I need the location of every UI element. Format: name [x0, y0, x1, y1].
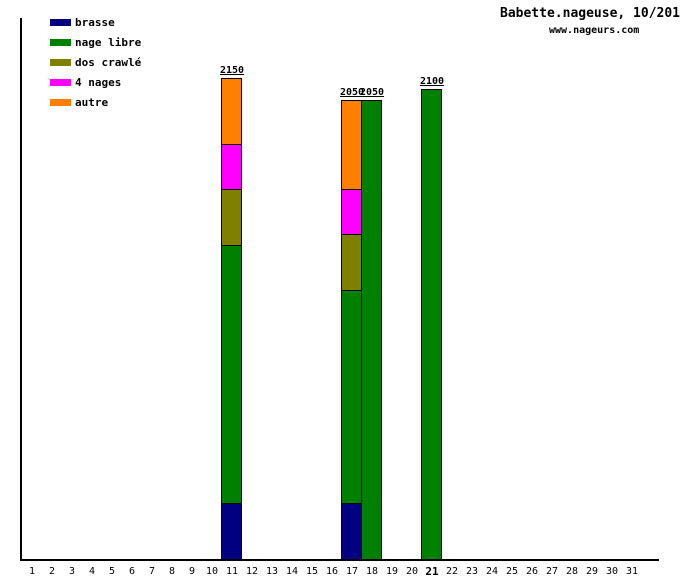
x-tick-18: 18 [365, 566, 379, 577]
x-tick-9: 9 [188, 566, 196, 577]
legend-label: 4 nages [75, 76, 122, 89]
legend-swatch-autre [50, 99, 71, 106]
x-tick-5: 5 [108, 566, 116, 577]
bar-total-label-day-21: 2100 [419, 76, 445, 87]
x-tick-11: 11 [225, 566, 239, 577]
x-tick-31: 31 [625, 566, 639, 577]
site-url: www.nageurs.com [549, 25, 640, 36]
bar-segment-nage-libre [361, 100, 382, 560]
legend-label: brasse [75, 16, 115, 29]
bar-segment-4-nages [221, 145, 242, 190]
x-tick-1: 1 [28, 566, 36, 577]
bar-day-18 [361, 100, 382, 560]
legend-item-autre: autre [50, 97, 108, 108]
x-tick-26: 26 [525, 566, 539, 577]
x-tick-12: 12 [245, 566, 259, 577]
legend-item-brasse: brasse [50, 17, 115, 28]
x-tick-7: 7 [148, 566, 156, 577]
x-tick-22: 22 [445, 566, 459, 577]
x-tick-10: 10 [205, 566, 219, 577]
legend-swatch-nage-libre [50, 39, 71, 46]
bar-segment-autre [341, 100, 362, 190]
x-tick-23: 23 [465, 566, 479, 577]
x-tick-4: 4 [88, 566, 96, 577]
x-tick-8: 8 [168, 566, 176, 577]
x-tick-2: 2 [48, 566, 56, 577]
bar-day-11 [221, 78, 242, 560]
bar-total-label-day-18: 2050 [359, 87, 385, 98]
bar-total-label-day-17: 2050 [339, 87, 365, 98]
x-tick-6: 6 [128, 566, 136, 577]
x-tick-16: 16 [325, 566, 339, 577]
bar-day-21 [421, 89, 442, 560]
legend-label: autre [75, 96, 109, 109]
legend-label: dos crawlé [75, 56, 142, 69]
x-tick-13: 13 [265, 566, 279, 577]
legend-swatch-brasse [50, 19, 71, 26]
x-tick-3: 3 [68, 566, 76, 577]
legend-item-nage-libre: nage libre [50, 37, 141, 48]
x-tick-27: 27 [545, 566, 559, 577]
bar-segment-brasse [341, 504, 362, 560]
legend-item-dos-crawle: dos crawlé [50, 57, 141, 68]
bar-total-label-day-11: 2150 [219, 65, 245, 76]
legend-swatch-dos-crawle [50, 59, 71, 66]
x-tick-21-highlighted: 21 [425, 565, 439, 578]
x-tick-25: 25 [505, 566, 519, 577]
x-tick-15: 15 [305, 566, 319, 577]
x-tick-30: 30 [605, 566, 619, 577]
x-tick-28: 28 [565, 566, 579, 577]
bar-segment-brasse [221, 504, 242, 560]
bar-segment-nage-libre [221, 246, 242, 504]
legend-swatch-4-nages [50, 79, 71, 86]
x-tick-17: 17 [345, 566, 359, 577]
legend-label: nage libre [75, 36, 142, 49]
y-axis-line [20, 18, 22, 561]
bar-segment-dos-crawle [341, 235, 362, 291]
bar-segment-nage-libre [341, 291, 362, 504]
bar-day-17 [341, 100, 362, 560]
bar-segment-nage-libre [421, 89, 442, 560]
x-tick-29: 29 [585, 566, 599, 577]
bar-segment-dos-crawle [221, 190, 242, 246]
x-tick-14: 14 [285, 566, 299, 577]
chart-title: Babette.nageuse, 10/201 [500, 6, 680, 21]
x-tick-24: 24 [485, 566, 499, 577]
bar-segment-autre [221, 78, 242, 145]
x-tick-19: 19 [385, 566, 399, 577]
legend-item-4-nages: 4 nages [50, 77, 121, 88]
x-tick-20: 20 [405, 566, 419, 577]
bar-segment-4-nages [341, 190, 362, 235]
x-axis-line [20, 559, 659, 561]
